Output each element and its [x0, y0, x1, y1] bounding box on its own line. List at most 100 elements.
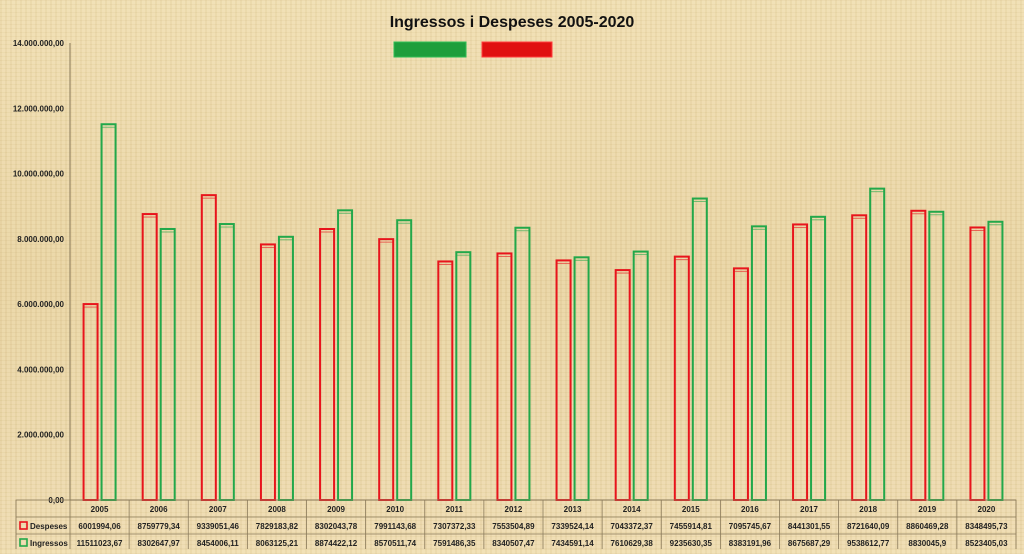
- legend-swatch-despeses: [481, 41, 553, 58]
- legend-key-despeses: [19, 521, 28, 530]
- bar-despeses: [673, 255, 690, 501]
- bar-despeses: [555, 259, 572, 501]
- data-label-ingressos: 8874422,12: [315, 539, 358, 548]
- x-tick-label: 2019: [918, 505, 936, 514]
- bar-ingressos: [987, 220, 1004, 502]
- data-label-ingressos: 8383191,96: [729, 539, 772, 548]
- data-label-despeses: 6001994,06: [78, 522, 121, 531]
- data-label-despeses: 7553504,89: [492, 522, 535, 531]
- data-label-ingressos: 7591486,35: [433, 539, 476, 548]
- bar-despeses: [792, 223, 809, 501]
- bar-ingressos: [337, 209, 354, 501]
- bar-despeses: [969, 226, 986, 502]
- data-label-despeses: 7095745,67: [729, 522, 772, 531]
- data-label-ingressos: 8675687,29: [788, 539, 831, 548]
- x-tick-label: 2015: [682, 505, 700, 514]
- data-label-despeses: 8441301,55: [788, 522, 831, 531]
- y-tick-label: 12.000.000,00: [13, 104, 65, 113]
- bar-despeses: [259, 243, 276, 501]
- x-tick-label: 2020: [978, 505, 996, 514]
- y-tick-label: 4.000.000,00: [17, 365, 64, 374]
- data-label-ingressos: 8570511,74: [374, 539, 416, 548]
- bar-ingressos: [218, 223, 235, 501]
- data-label-ingressos: 11511023,67: [77, 539, 123, 548]
- x-tick-label: 2013: [564, 505, 582, 514]
- bar-despeses: [910, 209, 927, 501]
- series-name-despeses: Despeses: [30, 522, 68, 531]
- x-tick-label: 2011: [446, 505, 464, 514]
- chart-title: Ingressos i Despeses 2005-2020: [390, 14, 635, 31]
- data-label-despeses: 8860469,28: [906, 522, 949, 531]
- bar-ingressos: [869, 187, 886, 502]
- x-tick-label: 2017: [800, 505, 818, 514]
- x-tick-label: 2016: [741, 505, 759, 514]
- bar-ingressos: [573, 256, 590, 501]
- x-tick-label: 2012: [505, 505, 523, 514]
- data-label-ingressos: 8063125,21: [256, 539, 299, 548]
- bar-despeses: [141, 213, 158, 501]
- bar-ingressos: [810, 215, 827, 501]
- bar-despeses: [614, 269, 631, 501]
- data-label-ingressos: 7610629,38: [611, 539, 654, 548]
- data-label-ingressos: 8302647,97: [138, 539, 181, 548]
- x-tick-label: 2010: [386, 505, 404, 514]
- bar-despeses: [437, 260, 454, 501]
- series-name-ingressos: Ingressos: [30, 539, 68, 548]
- bar-despeses: [319, 227, 336, 502]
- bar-ingressos: [632, 250, 649, 501]
- x-tick-label: 2006: [150, 505, 168, 514]
- y-tick-label: 6.000.000,00: [17, 300, 64, 309]
- bar-despeses: [200, 194, 217, 502]
- legend: [393, 41, 553, 58]
- data-label-ingressos: 9538612,77: [847, 539, 890, 548]
- data-label-despeses: 7829183,82: [256, 522, 299, 531]
- bar-ingressos: [514, 226, 531, 501]
- y-tick-label: 2.000.000,00: [17, 431, 64, 440]
- data-label-ingressos: 8523405,03: [965, 539, 1008, 548]
- legend-key-ingressos: [19, 538, 28, 547]
- data-label-ingressos: 8830045,9: [908, 539, 946, 548]
- data-label-despeses: 7043372,37: [611, 522, 654, 531]
- bar-ingressos: [750, 225, 767, 501]
- bar-ingressos: [159, 227, 176, 501]
- y-tick-label: 0,00: [48, 496, 64, 505]
- data-label-ingressos: 9235630,35: [670, 539, 713, 548]
- bar-despeses: [732, 267, 749, 501]
- data-label-despeses: 8302043,78: [315, 522, 358, 531]
- bar-ingressos: [396, 219, 413, 501]
- y-tick-label: 10.000.000,00: [13, 170, 65, 179]
- x-tick-label: 2005: [91, 505, 109, 514]
- data-label-ingressos: 8340507,47: [492, 539, 535, 548]
- data-label-despeses: 8721640,09: [847, 522, 890, 531]
- bar-despeses: [496, 252, 513, 501]
- data-label-despeses: 8759779,34: [138, 522, 181, 531]
- data-label-despeses: 7307372,33: [433, 522, 476, 531]
- x-tick-label: 2008: [268, 505, 286, 514]
- bar-despeses: [378, 238, 395, 501]
- y-tick-label: 8.000.000,00: [17, 235, 64, 244]
- bar-ingressos: [455, 251, 472, 501]
- data-label-despeses: 7455914,81: [670, 522, 713, 531]
- bar-despeses: [851, 214, 868, 501]
- bar-ingressos: [691, 197, 708, 501]
- data-label-despeses: 8348495,73: [965, 522, 1008, 531]
- bar-ingressos: [100, 123, 117, 502]
- x-tick-label: 2014: [623, 505, 641, 514]
- bar-ingressos: [277, 235, 294, 501]
- bars: [82, 123, 1004, 502]
- data-label-despeses: 9339051,46: [197, 522, 240, 531]
- data-label-ingressos: 7434591,14: [551, 539, 594, 548]
- data-label-despeses: 7991143,68: [374, 522, 416, 531]
- x-tick-label: 2007: [209, 505, 227, 514]
- bar-despeses: [82, 303, 99, 501]
- x-tick-label: 2009: [327, 505, 345, 514]
- x-tick-label: 2018: [859, 505, 877, 514]
- bar-ingressos: [928, 210, 945, 501]
- data-table: 2005 2006 2007 2008 2009 2010 2011 2012 2013 2014…: [15, 499, 1017, 552]
- data-label-despeses: 7339524,14: [551, 522, 594, 531]
- legend-swatch-ingressos: [393, 41, 467, 58]
- y-tick-label: 14.000.000,00: [13, 39, 65, 48]
- data-label-ingressos: 8454006,11: [197, 539, 239, 548]
